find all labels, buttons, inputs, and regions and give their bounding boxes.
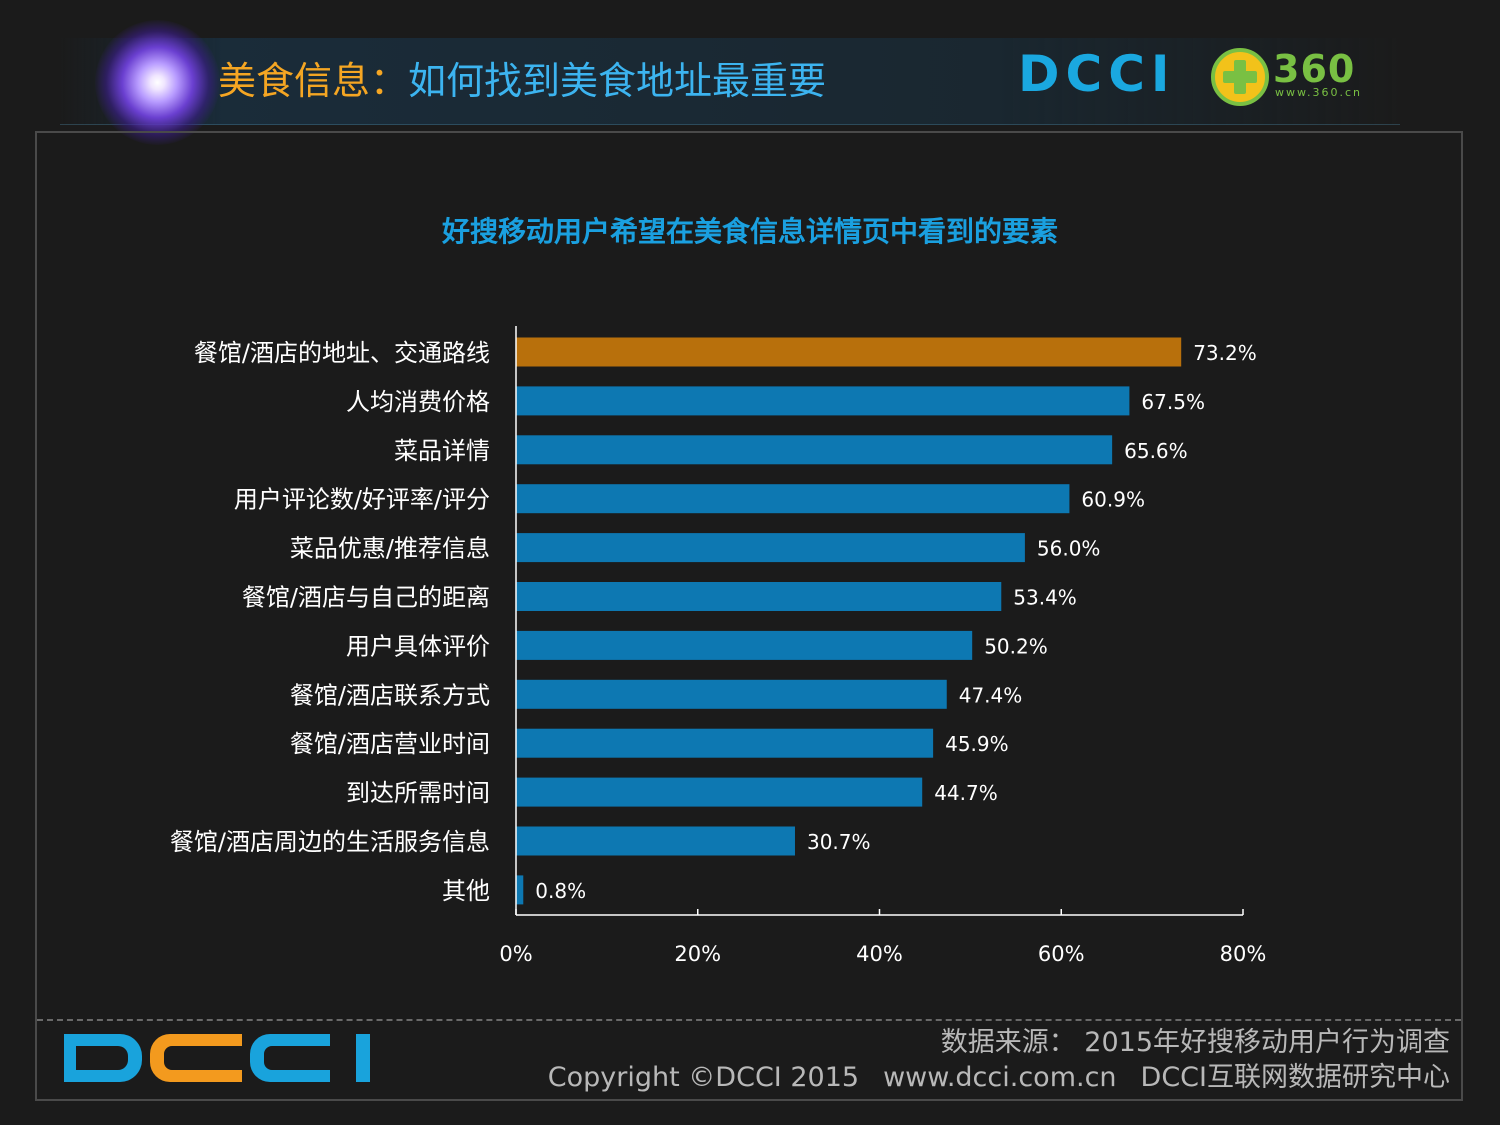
- page-title: 美食信息：如何找到美食地址最重要: [218, 56, 826, 106]
- bar-8: [516, 728, 934, 758]
- category-label-0: 餐馆/酒店的地址、交通路线: [194, 339, 490, 367]
- value-label-9: 44.7%: [934, 781, 998, 805]
- org-text: DCCI互联网数据研究中心: [1140, 1062, 1450, 1093]
- value-label-1: 67.5%: [1141, 390, 1205, 414]
- bar-2: [516, 435, 1113, 465]
- chart-title: 好搜移动用户希望在美食信息详情页中看到的要素: [441, 215, 1058, 248]
- category-label-7: 餐馆/酒店联系方式: [290, 681, 490, 709]
- bar-4: [516, 533, 1025, 563]
- data-source: 数据来源： 2015年好搜移动用户行为调查: [940, 1027, 1450, 1058]
- category-label-5: 餐馆/酒店与自己的距离: [242, 584, 490, 612]
- category-label-1: 人均消费价格: [346, 388, 490, 416]
- value-label-7: 47.4%: [959, 683, 1023, 707]
- bar-10: [516, 826, 795, 856]
- category-label-4: 菜品优惠/推荐信息: [290, 535, 490, 563]
- 360-logo-icon: [1211, 48, 1269, 106]
- value-label-11: 0.8%: [535, 879, 586, 903]
- website-text: www.dcci.com.cn: [883, 1062, 1117, 1093]
- value-label-5: 53.4%: [1013, 586, 1077, 610]
- page-title-part1: 美食信息: [218, 59, 371, 103]
- value-label-0: 73.2%: [1193, 341, 1257, 365]
- x-tick-label-2: 40%: [856, 942, 903, 966]
- bar-1: [516, 386, 1130, 416]
- x-tick-label-0: 0%: [499, 942, 532, 966]
- x-tick-label-3: 60%: [1038, 942, 1085, 966]
- category-label-2: 菜品详情: [394, 437, 490, 465]
- x-tick-label-4: 80%: [1220, 942, 1267, 966]
- category-label-11: 其他: [442, 877, 490, 905]
- bar-chart: 餐馆/酒店的地址、交通路线 73.2% 人均消费价格 67.5% 菜品详情 65.6% 用户…: [170, 326, 1267, 966]
- starburst-icon: [95, 20, 220, 145]
- category-label-3: 用户评论数/好评率/评分: [234, 486, 490, 514]
- page-title-part2: 如何找到美食地址最重要: [408, 59, 827, 103]
- value-label-2: 65.6%: [1124, 439, 1188, 463]
- 360-logo-url: www.360.cn: [1275, 86, 1362, 99]
- header-band: [60, 38, 1400, 125]
- footer-divider: [37, 1019, 1461, 1021]
- bar-3: [516, 484, 1070, 514]
- content-frame: [35, 131, 1463, 1101]
- copyright-line: Copyright ©DCCI 2015 www.dcci.com.cn DCCI互…: [548, 1059, 1450, 1097]
- category-label-6: 用户具体评价: [346, 632, 490, 660]
- dcci-footer-logo: [64, 1034, 370, 1082]
- bar-11: [516, 875, 524, 905]
- bar-6: [516, 630, 973, 660]
- value-label-10: 30.7%: [807, 830, 871, 854]
- value-label-6: 50.2%: [984, 634, 1048, 658]
- category-label-9: 到达所需时间: [346, 779, 490, 807]
- copyright-text: Copyright ©DCCI 2015: [547, 1062, 860, 1093]
- x-tick-label-1: 20%: [674, 942, 721, 966]
- value-label-8: 45.9%: [945, 732, 1009, 756]
- 360-logo-text: 360: [1273, 47, 1356, 91]
- value-label-4: 56.0%: [1037, 537, 1101, 561]
- header-logo: DCCI 360 www.360.cn: [1018, 45, 1378, 110]
- bar-9: [516, 777, 923, 807]
- value-label-3: 60.9%: [1081, 488, 1145, 512]
- page-title-separator: ：: [370, 59, 409, 103]
- bar-7: [516, 679, 947, 709]
- bar-0: [516, 337, 1182, 367]
- category-label-8: 餐馆/酒店营业时间: [290, 730, 490, 758]
- bar-5: [516, 582, 1002, 611]
- dcci-logo-text: DCCI: [1018, 45, 1176, 103]
- category-label-10: 餐馆/酒店周边的生活服务信息: [170, 828, 490, 856]
